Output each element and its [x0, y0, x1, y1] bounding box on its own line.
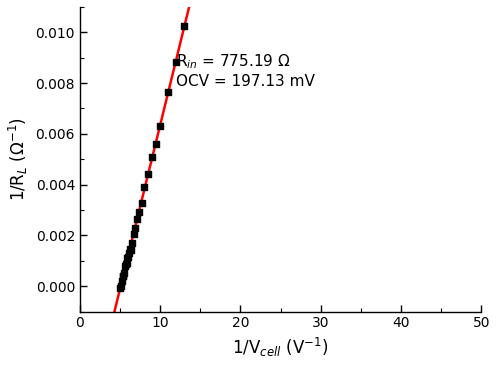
Point: [152, 141, 160, 147]
Text: R$_{in}$ = 775.19 Ω
OCV = 197.13 mV: R$_{in}$ = 775.19 Ω OCV = 197.13 mV: [176, 53, 315, 89]
Point: [118, 273, 126, 279]
Point: [133, 216, 141, 222]
Point: [165, 89, 172, 95]
X-axis label: 1/V$_{cell}$ (V$^{-1}$): 1/V$_{cell}$ (V$^{-1}$): [233, 336, 329, 359]
Point: [119, 273, 127, 279]
Point: [127, 247, 135, 253]
Point: [117, 283, 125, 288]
Point: [172, 59, 180, 64]
Point: [135, 209, 143, 215]
Point: [131, 225, 139, 231]
Point: [140, 184, 148, 190]
Point: [180, 23, 188, 29]
Point: [123, 260, 131, 266]
Point: [122, 261, 130, 267]
Y-axis label: 1/R$_L$ (Ω$^{-1}$): 1/R$_L$ (Ω$^{-1}$): [7, 117, 30, 201]
Point: [125, 251, 133, 257]
Point: [116, 285, 124, 291]
Point: [144, 171, 152, 177]
Point: [124, 254, 132, 259]
Point: [138, 200, 146, 206]
Point: [118, 278, 126, 284]
Point: [128, 240, 136, 246]
Point: [121, 263, 129, 269]
Point: [126, 246, 134, 252]
Point: [120, 270, 128, 276]
Point: [148, 154, 156, 160]
Point: [156, 123, 164, 129]
Point: [123, 255, 131, 261]
Point: [130, 231, 138, 237]
